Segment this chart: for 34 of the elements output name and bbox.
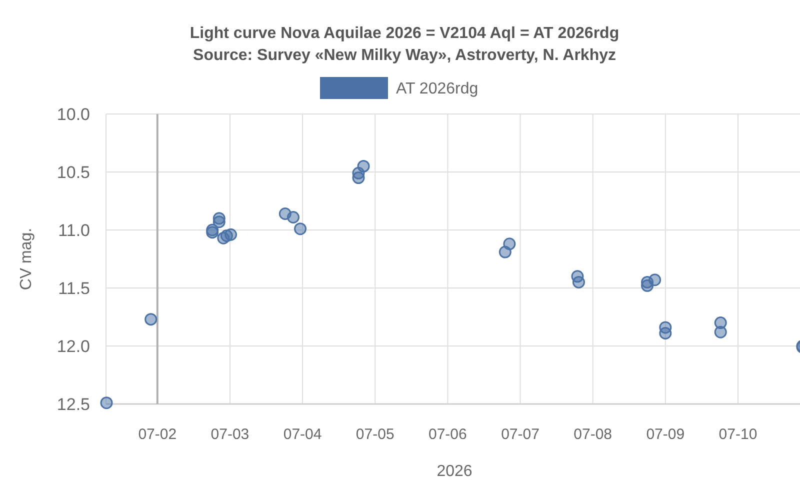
point	[648, 274, 662, 286]
x-tick-label: 07-03	[210, 426, 250, 443]
point	[286, 211, 300, 224]
chart-subtitle: Source: Survey «New Milky Way», Astroverty, N. Arkhyz	[193, 47, 616, 64]
x-tick-label: 07-10	[718, 426, 758, 443]
x-tick-label: 07-02	[138, 426, 177, 443]
y-tick-label: 12.0	[56, 336, 90, 356]
point	[144, 313, 158, 326]
point	[224, 228, 237, 241]
y-tick-label: 10.5	[56, 162, 90, 182]
point	[100, 396, 113, 410]
point	[659, 327, 672, 340]
point	[206, 226, 219, 239]
x-axis-title: 2026	[436, 463, 472, 480]
point	[352, 172, 365, 184]
y-tick-label: 11.0	[58, 220, 90, 240]
point	[714, 326, 727, 338]
y-tick-label: 11.5	[58, 278, 90, 298]
x-tick-label: 07-08	[574, 426, 612, 443]
chart-title: Light curve Nova Aquilae 2026 = V2104 Aql = AT 2026rdg	[190, 25, 620, 42]
y-tick-label: 12.5	[56, 394, 90, 414]
point	[294, 222, 307, 236]
x-tick-label: 07-05	[356, 426, 394, 443]
x-tick-label: 07-09	[646, 426, 685, 443]
y-axis-title: CV mag.	[18, 228, 35, 290]
y-tick-label: 10.0	[56, 104, 90, 124]
point	[503, 238, 516, 250]
x-tick-label: 07-06	[428, 426, 467, 443]
point	[572, 276, 585, 288]
x-tick-label: 07-07	[501, 426, 540, 443]
point	[357, 160, 370, 172]
x-tick-label: 07-04	[283, 426, 322, 443]
point	[212, 216, 226, 228]
legend-label: AT 2026rdg	[396, 80, 478, 98]
